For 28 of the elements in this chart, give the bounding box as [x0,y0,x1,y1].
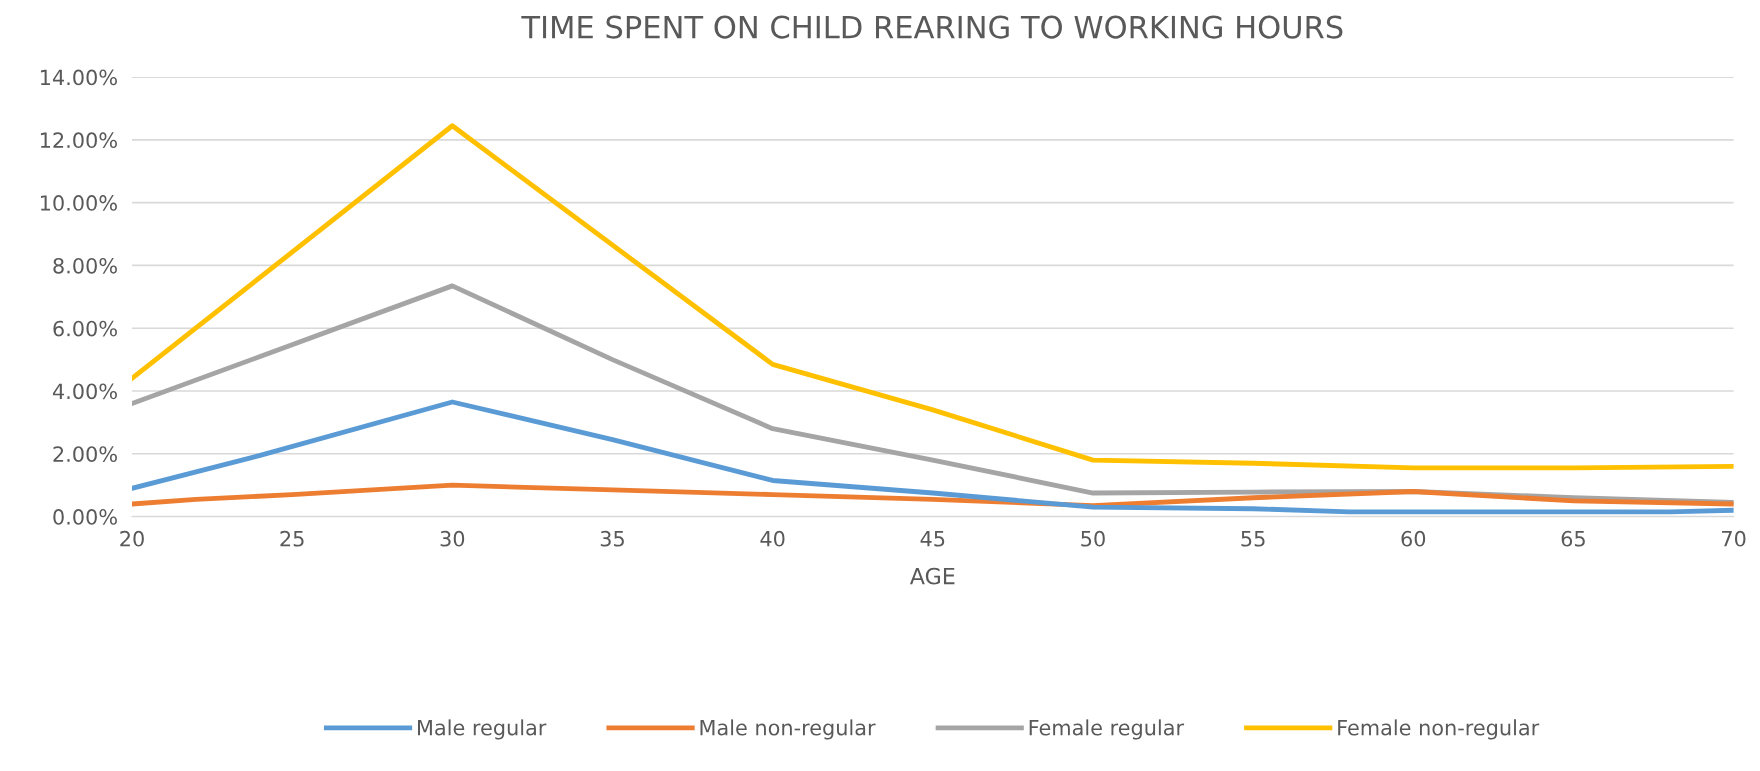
y-tick-label: 8.00% [53,257,117,274]
x-tick-label: 30 [440,530,465,547]
y-tick-label: 4.00% [52,383,117,400]
legend-label: Female non-regular [1338,719,1540,740]
y-tick-label: 6.00% [53,320,117,337]
x-tick-label: 40 [760,530,785,547]
x-tick-label: 45 [920,531,945,547]
x-tick-label: 65 [1561,530,1585,547]
y-tick-label: 10.00% [40,195,117,211]
y-tick-label: 14.00% [40,69,117,86]
line-series [132,399,1734,515]
x-tick-label: 20 [120,530,144,547]
x-tick-label: 25 [280,530,304,547]
x-tick-label: 50 [1081,530,1105,547]
y-tick-label: 2.00% [53,446,117,462]
x-axis-title: AGE [909,567,955,585]
x-tick-label: 60 [1401,530,1426,547]
x-tick-label: 70 [1722,530,1746,547]
y-tick-label: 0.00% [53,509,117,525]
x-tick-label: 35 [600,530,624,547]
y-tick-label: 12.00% [40,132,117,149]
legend-label: Male regular [418,719,547,740]
x-tick-label: 55 [1241,531,1265,547]
legend-label: Male non-regular [700,719,876,740]
chart-title: TIME SPENT ON CHILD REARING TO WORKING HOURS [521,15,1343,39]
line-series [132,123,1734,471]
legend-label: Female regular [1029,719,1185,740]
line-series [132,482,1734,509]
